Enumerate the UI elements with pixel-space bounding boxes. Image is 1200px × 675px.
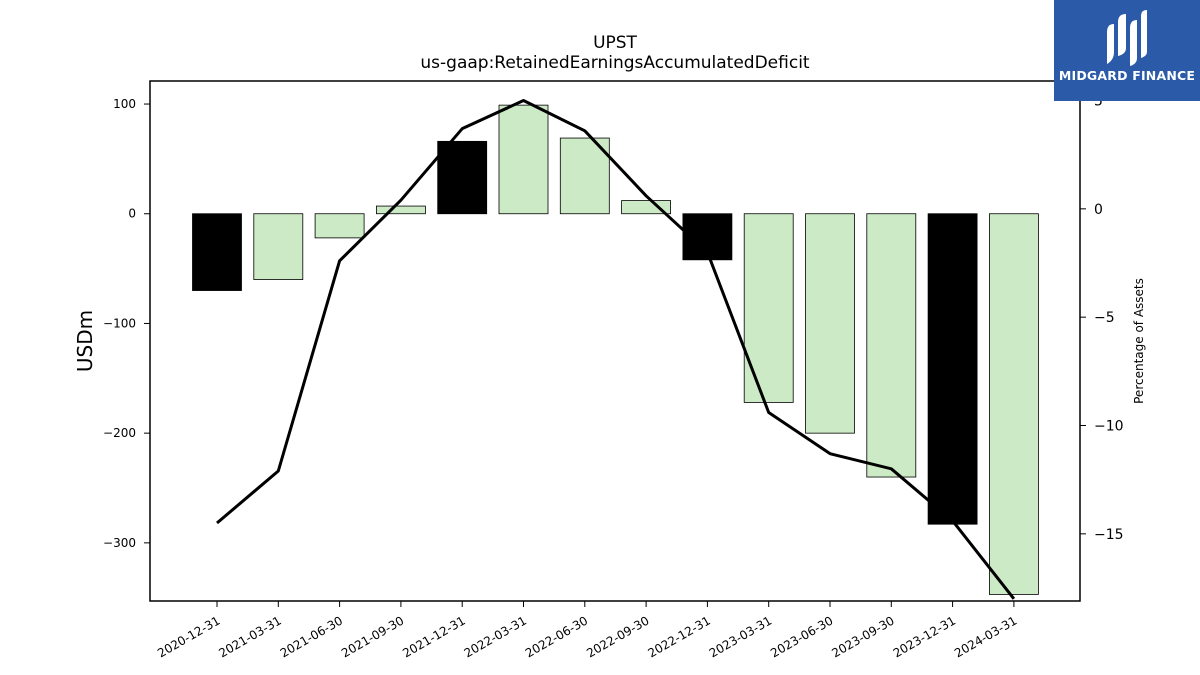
midgard-finance-logo: MIDGARD FINANCE [1054,0,1200,101]
y2-tick-label--10: −10 [1094,419,1124,435]
x-tick-label-2023-03-31: 2023-03-31 [707,613,774,660]
bar-2023-12-31 [927,213,978,525]
x-tick-label-2022-03-31: 2022-03-31 [462,613,529,660]
x-tick-label-2022-12-31: 2022-12-31 [645,613,712,660]
y-axis-right: 5 0 −5 −10 −15 [1080,94,1124,543]
y2-tick-label-0: 0 [1094,202,1103,218]
y-tick-label--100: −100 [103,316,136,330]
bar-2023-09-30 [866,213,917,478]
bar-series [192,104,1039,595]
y-tick-label--300: −300 [103,536,136,550]
y-axis-label: USDm [73,310,97,372]
bar-2021-06-30 [314,213,365,239]
plot-frame [149,80,1081,602]
x-tick-label-2021-09-30: 2021-09-30 [339,613,406,660]
bar-2022-09-30 [621,200,671,215]
bar-2022-03-31 [498,104,549,215]
bar-2023-03-31 [743,213,794,403]
x-tick-label-2024-03-31: 2024-03-31 [952,613,1019,660]
y2-tick-label--15: −15 [1094,527,1124,543]
midgard-logo-icon [1107,10,1147,66]
bar-2021-12-31 [437,140,488,215]
y-tick-label--200: −200 [103,426,136,440]
y-tick-label-0: 0 [128,207,136,221]
x-tick-label-2022-06-30: 2022-06-30 [523,613,590,660]
logo-brand-text: MIDGARD FINANCE [1058,68,1196,83]
bar-2022-06-30 [559,137,610,215]
chart-subtitle: us-gaap:RetainedEarningsAccumulatedDefic… [420,53,810,73]
x-tick-label-2023-12-31: 2023-12-31 [891,613,958,660]
x-tick-label-2023-09-30: 2023-09-30 [829,613,896,660]
bar-2020-12-31 [192,213,242,291]
bar-2024-03-31 [989,213,1039,595]
y2-axis-label: Percentage of Assets [1132,278,1146,404]
bar-2023-06-30 [805,213,855,434]
y2-tick-label-5: 5 [1094,94,1103,110]
chart-title: UPST [593,33,637,53]
x-tick-label-2022-09-30: 2022-09-30 [584,613,651,660]
y-tick-label-100: 100 [113,97,136,111]
x-axis: 2020-12-312021-03-312021-06-302021-09-30… [155,601,1019,660]
bar-2021-03-31 [253,213,304,280]
y-axis-left: 100 0 −100 −200 −300 [103,97,150,550]
x-tick-label-2020-12-31: 2020-12-31 [155,613,222,660]
line-series [216,99,1016,600]
bar-2021-09-30 [375,205,426,215]
x-tick-label-2021-12-31: 2021-12-31 [400,613,467,660]
y2-tick-label--5: −5 [1094,310,1115,326]
percentage-line [216,99,1016,600]
x-tick-label-2021-06-30: 2021-06-30 [278,613,345,660]
x-tick-label-2021-03-31: 2021-03-31 [216,613,283,660]
x-tick-label-2023-06-30: 2023-06-30 [768,613,835,660]
